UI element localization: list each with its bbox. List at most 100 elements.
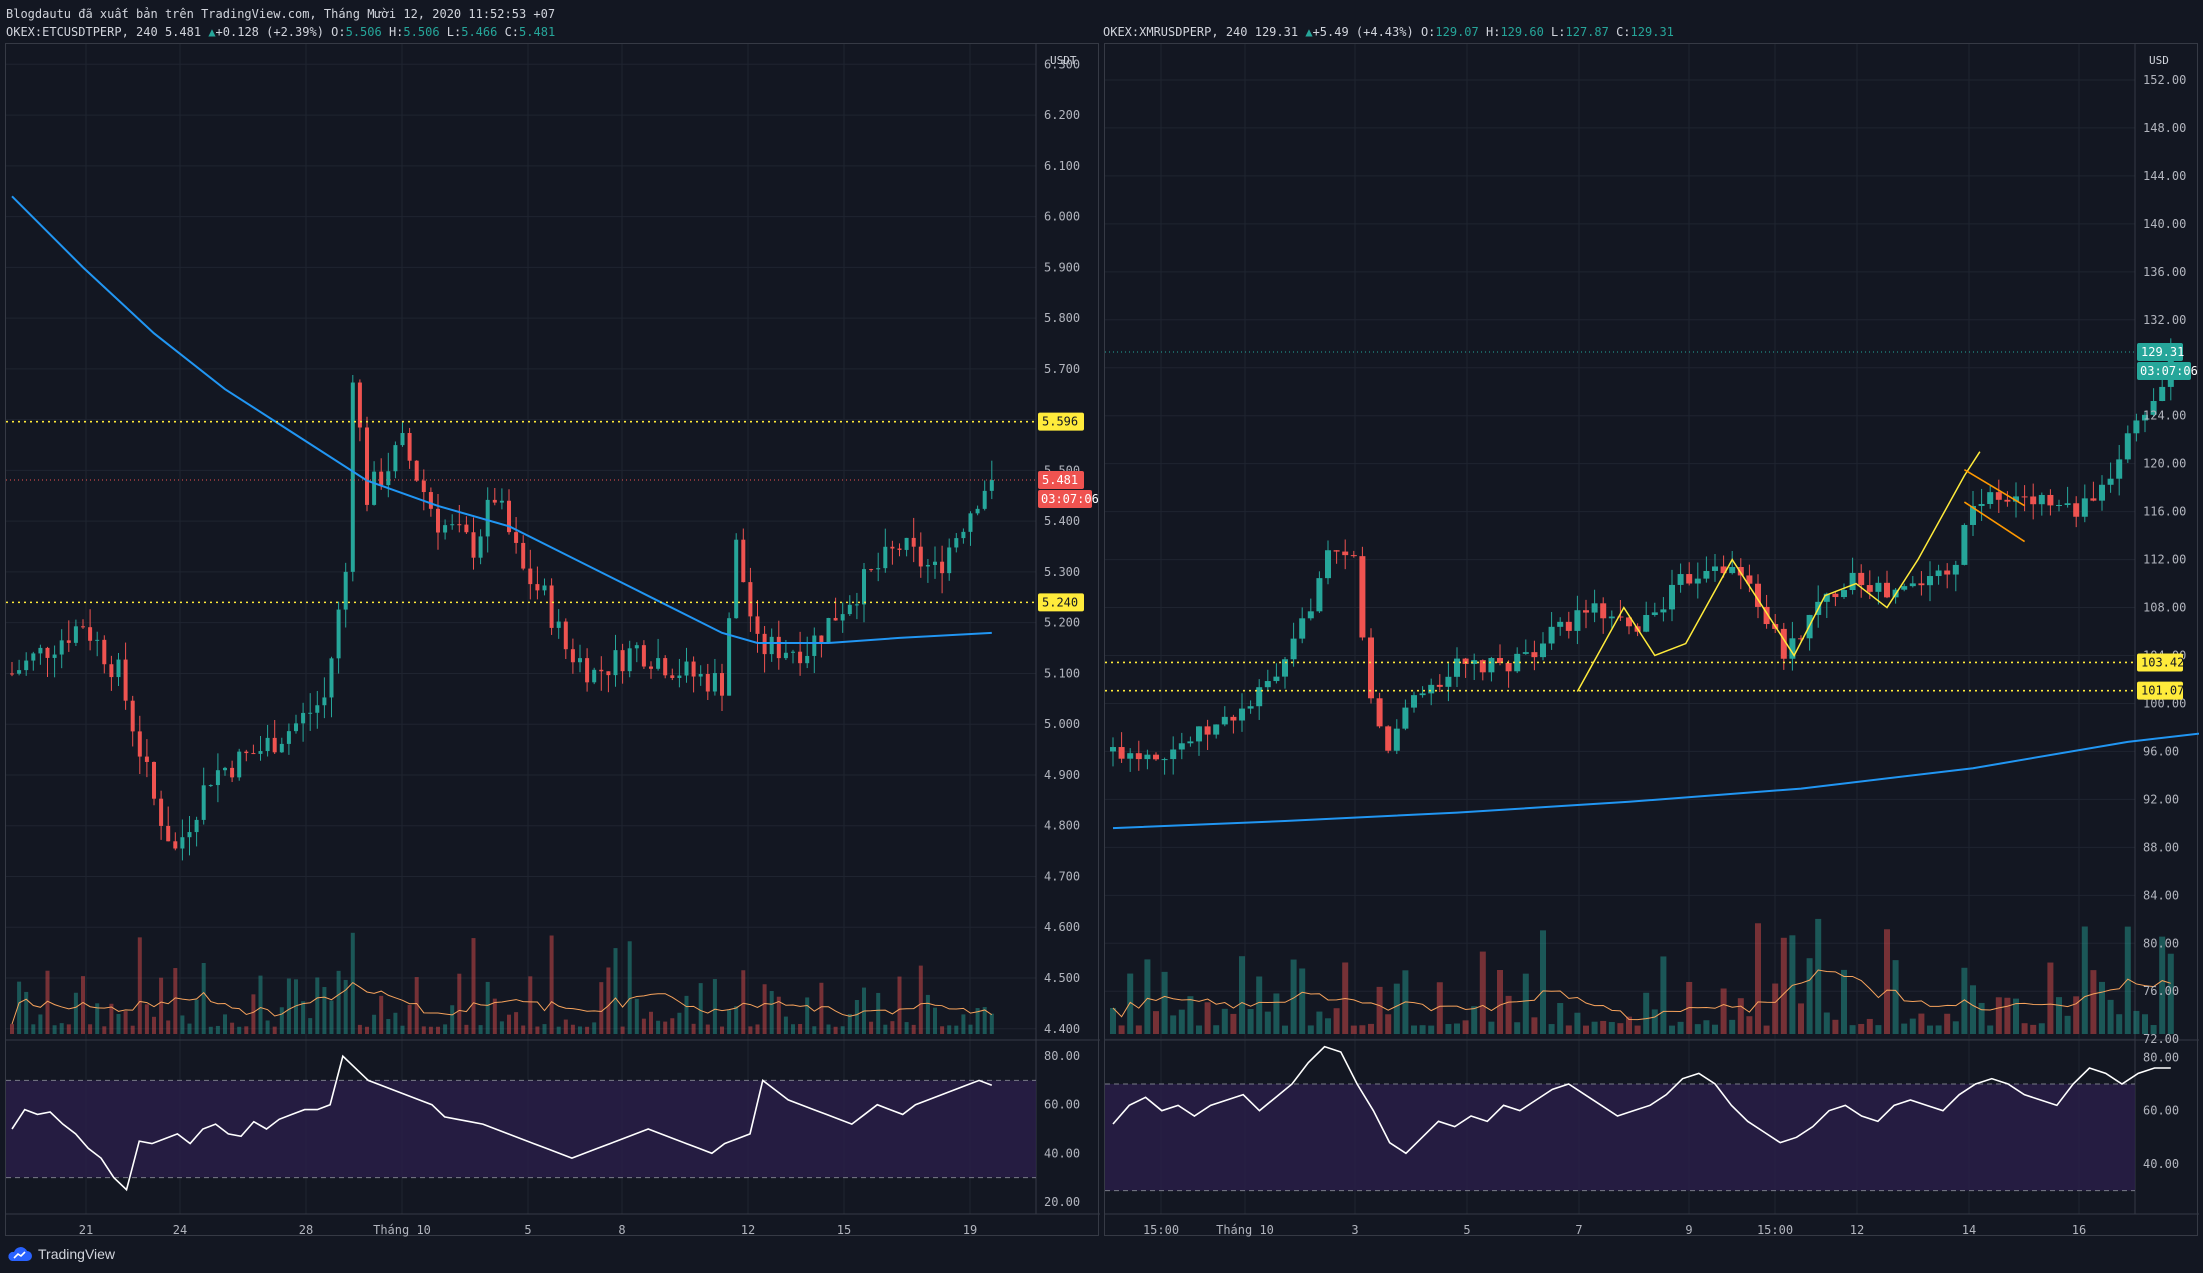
candle-body <box>1307 611 1314 619</box>
volume-bar <box>1479 951 1486 1034</box>
volume-bar <box>1660 956 1667 1034</box>
volume-bar <box>1755 923 1761 1034</box>
volume-bar <box>1944 1013 1951 1034</box>
candle-body <box>1565 621 1572 631</box>
candle-body <box>478 536 483 558</box>
candle-body <box>1204 726 1211 735</box>
candle-body <box>1987 492 1994 504</box>
volume-bar <box>1729 1019 1736 1034</box>
volume-bar <box>684 995 689 1034</box>
price-tick-label: 5.300 <box>1044 565 1080 579</box>
volume-bar <box>712 979 717 1034</box>
volume-bar <box>308 1018 313 1034</box>
candle-body <box>798 651 803 664</box>
candle-body <box>620 650 625 672</box>
tradingview-logo[interactable]: TradingView <box>6 1243 115 1265</box>
volume-bar <box>2107 999 2114 1034</box>
candle-body <box>1729 567 1736 574</box>
volume-bar <box>1514 1022 1521 1034</box>
volume-bar <box>187 1023 192 1034</box>
candle-body <box>1144 754 1151 760</box>
volume-bar <box>769 991 774 1034</box>
candle-body <box>954 538 959 548</box>
candle-body <box>272 737 277 753</box>
volume-bar <box>1746 1016 1753 1034</box>
candle-body <box>2142 414 2148 421</box>
candle-body <box>443 525 448 533</box>
candle-body <box>514 532 519 543</box>
candle-body <box>2124 433 2131 460</box>
volume-bar <box>741 970 746 1034</box>
left-chart-panel[interactable]: USDT 6.300 6.200 6.100 6.000 5.900 5.800 5.700 5… <box>5 43 1100 1237</box>
candle-body <box>869 569 874 571</box>
volume-bar <box>1462 1020 1469 1034</box>
volume-bar <box>1505 995 1512 1034</box>
right-chart-panel[interactable]: USD 152.00 148.00 144.00 140.00 136.00 132.00 1… <box>1104 43 2203 1237</box>
candle-body <box>649 666 653 669</box>
volume-bar <box>244 1026 249 1034</box>
volume-bar <box>230 1022 235 1034</box>
candle-body <box>350 382 355 572</box>
candle-body <box>748 582 753 617</box>
volume-bar <box>116 1013 121 1034</box>
candle-body <box>315 705 320 713</box>
volume-bar <box>2150 1025 2157 1034</box>
candle-body <box>329 658 334 698</box>
candle-body <box>17 670 22 674</box>
candle-body <box>720 673 724 696</box>
volume-bar <box>1127 973 1134 1034</box>
volume-bar <box>2133 1010 2140 1034</box>
volume-bar <box>45 970 50 1034</box>
candle-body <box>1445 676 1452 687</box>
candle-body <box>180 837 185 849</box>
candle-body <box>1651 612 1658 615</box>
candle-body <box>1333 550 1340 552</box>
volume-bar <box>1411 1025 1417 1034</box>
volume-bar <box>251 994 256 1034</box>
candle-body <box>1961 524 1968 565</box>
candle-body <box>1978 503 1985 506</box>
volume-bar <box>2081 926 2088 1034</box>
volume-bar <box>982 1007 987 1034</box>
volume-bar <box>215 1025 220 1034</box>
time-tick-label: 21 <box>79 1223 93 1237</box>
volume-bar <box>521 1025 526 1034</box>
volume-bar <box>1772 983 1779 1034</box>
volume-bar <box>968 1024 973 1034</box>
volume-bar <box>2167 953 2174 1034</box>
volume-bar <box>1909 1018 1916 1034</box>
volume-bar <box>407 1004 412 1034</box>
candle-body <box>727 618 732 696</box>
candle-body <box>294 723 298 732</box>
volume-bar <box>343 979 348 1034</box>
volume-bar <box>1454 1023 1460 1034</box>
candle-body <box>102 639 107 665</box>
candle-body <box>1901 586 1908 590</box>
candle-body <box>1290 638 1297 660</box>
candle-body <box>1187 741 1194 744</box>
right-chart-svg[interactable]: USD 152.00 148.00 144.00 140.00 136.00 132.00 1… <box>1105 44 2203 1237</box>
volume-bar <box>613 948 618 1034</box>
price-tick-label: 5.900 <box>1044 260 1080 274</box>
candle-body <box>840 614 845 621</box>
volume-bar <box>144 1004 149 1034</box>
price-tick-label: 132.00 <box>2143 313 2186 327</box>
price-tick-label: 92.00 <box>2143 792 2179 806</box>
volume-bar <box>1393 983 1400 1034</box>
candle-body <box>1239 708 1245 721</box>
candle-body <box>436 508 440 533</box>
rsi-tick-label: 60.00 <box>1044 1098 1080 1112</box>
volume-bar <box>1522 973 1529 1034</box>
volume-bar <box>925 994 930 1034</box>
volume-bar <box>1299 968 1306 1034</box>
candle-body <box>613 650 618 676</box>
candle-body <box>230 767 235 778</box>
candle-body <box>301 712 306 724</box>
volume-bar <box>606 967 611 1034</box>
candle-body <box>308 712 313 714</box>
volume-bar <box>641 1018 646 1034</box>
candle-body <box>215 770 220 786</box>
time-tick-label: 15:00 <box>1143 1223 1179 1237</box>
volume-bar <box>705 1024 710 1034</box>
